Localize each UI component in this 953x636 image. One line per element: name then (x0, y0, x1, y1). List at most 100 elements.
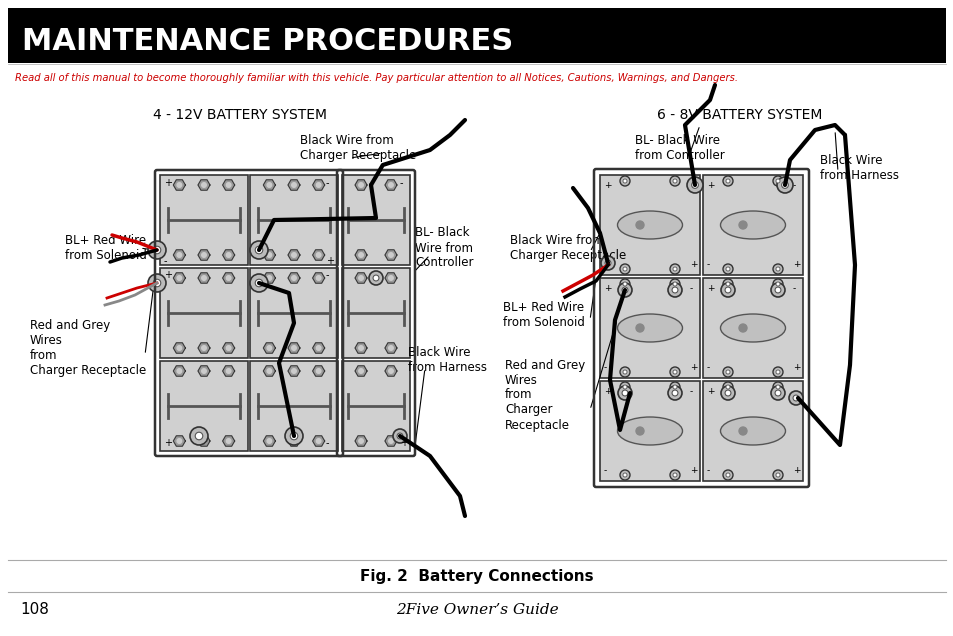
Polygon shape (313, 250, 324, 260)
Circle shape (636, 221, 643, 229)
Circle shape (619, 367, 629, 377)
Circle shape (201, 276, 206, 280)
Circle shape (686, 177, 702, 193)
Circle shape (292, 369, 296, 373)
Circle shape (636, 324, 643, 332)
Circle shape (725, 473, 729, 477)
Circle shape (775, 370, 780, 374)
Circle shape (772, 470, 782, 480)
Circle shape (619, 279, 629, 289)
Circle shape (722, 382, 732, 392)
Text: +: + (603, 284, 611, 293)
Polygon shape (173, 250, 185, 260)
Circle shape (621, 390, 627, 396)
Text: Red and Grey
Wires
from
Charger Receptacle: Red and Grey Wires from Charger Receptac… (30, 319, 146, 377)
Polygon shape (385, 436, 396, 446)
Text: +: + (792, 260, 800, 269)
Circle shape (316, 252, 320, 258)
Polygon shape (313, 366, 324, 377)
Circle shape (739, 324, 746, 332)
Circle shape (316, 369, 320, 373)
Polygon shape (263, 180, 275, 190)
Circle shape (788, 391, 802, 405)
Circle shape (201, 439, 206, 443)
Polygon shape (198, 343, 210, 353)
Circle shape (775, 473, 780, 477)
Text: Black Wire
from Harness: Black Wire from Harness (408, 346, 486, 374)
Circle shape (388, 439, 393, 443)
Polygon shape (263, 250, 275, 260)
Text: BL- Black
Wire from
Controller: BL- Black Wire from Controller (415, 226, 473, 270)
Circle shape (725, 267, 729, 271)
Text: Red and Grey
Wires
from
Charger
Receptacle: Red and Grey Wires from Charger Receptac… (504, 359, 584, 431)
Ellipse shape (617, 211, 681, 239)
Bar (599, 278, 700, 378)
Circle shape (148, 241, 166, 259)
Bar (599, 381, 700, 481)
Circle shape (772, 264, 782, 274)
Circle shape (619, 382, 629, 392)
Circle shape (396, 433, 402, 439)
Circle shape (739, 427, 746, 435)
Circle shape (618, 283, 631, 297)
Bar (341, 361, 410, 451)
Circle shape (667, 386, 681, 400)
Polygon shape (288, 343, 299, 353)
Circle shape (201, 183, 206, 187)
Polygon shape (355, 343, 367, 353)
Text: +: + (792, 363, 800, 372)
Text: +: + (399, 438, 408, 448)
Circle shape (292, 346, 296, 350)
Circle shape (316, 183, 320, 187)
Circle shape (772, 279, 782, 289)
Text: -: - (326, 438, 329, 448)
Circle shape (226, 252, 231, 258)
Circle shape (672, 282, 677, 286)
Circle shape (393, 429, 407, 443)
Circle shape (725, 370, 729, 374)
Circle shape (358, 346, 363, 350)
Text: -: - (603, 260, 607, 269)
Circle shape (388, 276, 393, 280)
Circle shape (226, 346, 231, 350)
Text: +: + (706, 181, 714, 190)
Circle shape (739, 221, 746, 229)
Circle shape (619, 470, 629, 480)
Ellipse shape (720, 211, 784, 239)
Circle shape (316, 346, 320, 350)
Circle shape (775, 179, 780, 183)
Circle shape (358, 276, 363, 280)
Circle shape (669, 279, 679, 289)
Circle shape (622, 282, 626, 286)
Circle shape (226, 276, 231, 280)
Text: -: - (164, 256, 168, 266)
Text: 4 - 12V BATTERY SYSTEM: 4 - 12V BATTERY SYSTEM (152, 108, 327, 122)
Text: -: - (706, 363, 709, 372)
Circle shape (267, 369, 272, 373)
Bar (599, 175, 700, 275)
Polygon shape (313, 343, 324, 353)
Text: +: + (326, 256, 334, 266)
Bar (341, 268, 410, 358)
Ellipse shape (720, 314, 784, 342)
Bar (702, 278, 802, 378)
Circle shape (619, 264, 629, 274)
Polygon shape (222, 273, 234, 283)
Circle shape (316, 439, 320, 443)
Circle shape (722, 176, 732, 186)
Circle shape (781, 182, 787, 188)
Text: BL+ Red Wire
from Solenoid: BL+ Red Wire from Solenoid (502, 301, 584, 329)
Text: +: + (792, 466, 800, 475)
Circle shape (774, 287, 781, 293)
Text: -: - (706, 260, 709, 269)
Polygon shape (222, 436, 234, 446)
Text: -: - (689, 181, 693, 190)
Ellipse shape (720, 417, 784, 445)
Polygon shape (198, 180, 210, 190)
Text: +: + (689, 363, 697, 372)
Circle shape (316, 276, 320, 280)
Polygon shape (355, 366, 367, 377)
Circle shape (292, 439, 296, 443)
Circle shape (267, 276, 272, 280)
Polygon shape (385, 366, 396, 377)
